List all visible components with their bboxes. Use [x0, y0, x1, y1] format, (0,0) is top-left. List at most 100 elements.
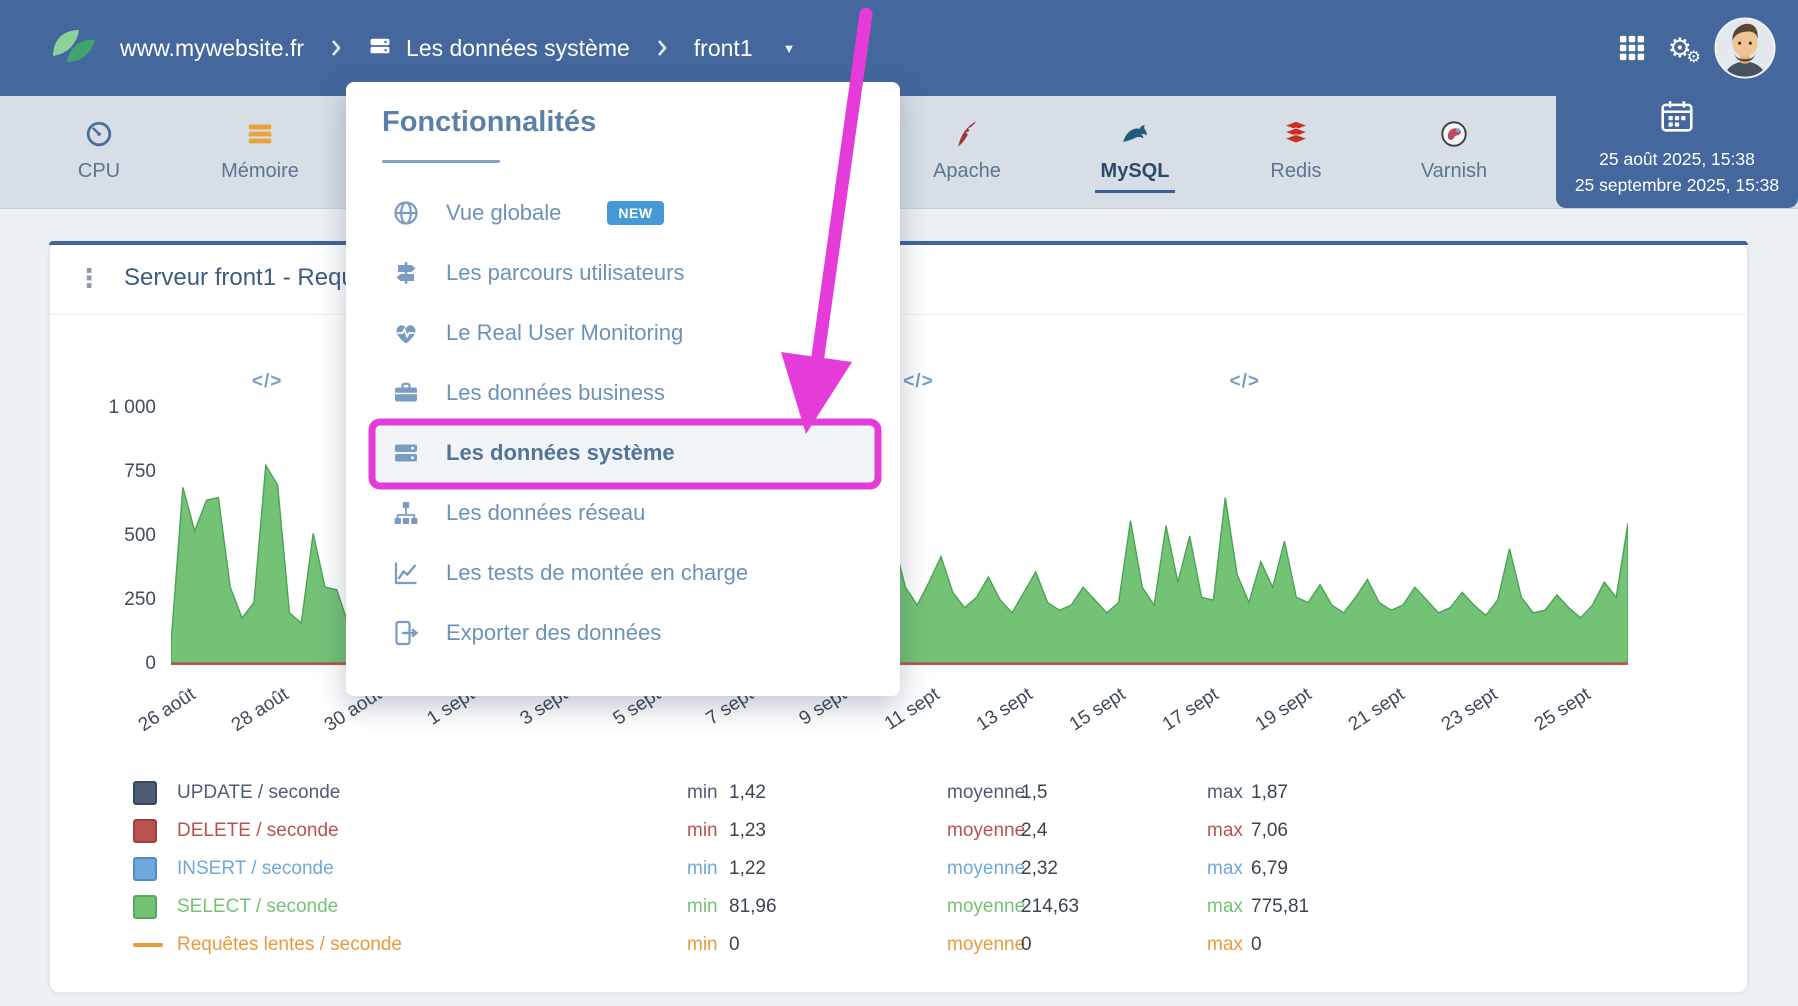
tab-varnish[interactable]: Varnish: [1389, 116, 1519, 191]
menu-item-label: Les données réseau: [446, 500, 646, 525]
x-tick-label: 28 août: [227, 683, 293, 736]
memory-icon: [245, 116, 275, 152]
briefcase-icon: [392, 379, 420, 407]
legend-row-insert[interactable]: INSERT / seconde min 1,22 moyenne 2,32 m…: [133, 850, 1707, 888]
legend-min-value: 81,96: [729, 896, 777, 917]
brand-leaf-logo[interactable]: [50, 25, 98, 72]
menu-item-label: Exporter des données: [446, 620, 662, 645]
x-tick-label: 19 sept: [1251, 683, 1316, 736]
period-start: 25 août 2025, 15:38: [1599, 149, 1755, 169]
legend-swatch: [133, 781, 157, 805]
breadcrumb-section-label: Les données système: [406, 34, 630, 61]
heart-pulse-icon: [392, 319, 420, 347]
dropdown-title: Fonctionnalités: [382, 106, 597, 138]
menu-item-label: Les données business: [446, 380, 665, 405]
breadcrumb-site[interactable]: www.mywebsite.fr: [120, 34, 305, 61]
caret-down-icon: ▼: [782, 40, 796, 56]
period-end: 25 septembre 2025, 15:38: [1574, 175, 1780, 195]
y-tick-label: 1 000: [108, 397, 156, 418]
legend-swatch: [133, 895, 157, 919]
x-tick-label: 23 sept: [1437, 683, 1502, 736]
chart-annotations: </> </> </>: [50, 242, 1747, 992]
calendar-icon: [1659, 98, 1695, 139]
legend-max-value: 1,87: [1251, 782, 1288, 803]
code-annotation-icon[interactable]: </>: [1229, 371, 1261, 392]
menu-item-vue-globale[interactable]: Vue globale NEW: [370, 183, 876, 243]
menu-item-donnees-reseau[interactable]: Les données réseau: [370, 483, 876, 543]
legend-avg-label: moyenne: [947, 858, 1026, 879]
legend-min-value: 1,23: [729, 820, 766, 841]
redis-icon: [1281, 116, 1311, 152]
tab-apache[interactable]: Apache: [902, 116, 1032, 191]
legend-min-label: min: [687, 896, 718, 917]
menu-item-label: Les données système: [446, 440, 675, 465]
legend-avg-label: moyenne: [947, 896, 1026, 917]
server-stack-icon: [368, 34, 392, 63]
menu-item-tests-montee-en-charge[interactable]: Les tests de montée en charge: [370, 543, 876, 603]
legend-max-value: 6,79: [1251, 858, 1288, 879]
chevron-right-icon: [656, 39, 668, 57]
breadcrumb-section[interactable]: Les données système: [368, 34, 630, 63]
legend-avg-value: 2,4: [1021, 820, 1048, 841]
menu-item-real-user-monitoring[interactable]: Le Real User Monitoring: [370, 303, 876, 363]
menu-item-exporter-donnees[interactable]: Exporter des données: [370, 603, 876, 663]
mysql-dolphin-icon: [1120, 116, 1150, 152]
legend-label: DELETE / seconde: [177, 820, 339, 841]
menu-item-label: Les parcours utilisateurs: [446, 260, 685, 285]
legend-swatch: [133, 819, 157, 843]
server-selector[interactable]: front1 ▼: [694, 35, 796, 62]
legend-min-label: min: [687, 934, 718, 955]
y-tick-label: 250: [124, 589, 156, 610]
legend-row-delete[interactable]: DELETE / seconde min 1,23 moyenne 2,4 ma…: [133, 812, 1707, 850]
navbar-actions: ⚙ ⚙: [1618, 0, 1776, 96]
legend-min-value: 1,42: [729, 782, 766, 803]
export-icon: [392, 619, 420, 647]
cpu-gauge-icon: [84, 116, 114, 152]
legend-min-label: min: [687, 782, 718, 803]
menu-item-parcours-utilisateurs[interactable]: Les parcours utilisateurs: [370, 243, 876, 303]
menu-item-donnees-business[interactable]: Les données business: [370, 363, 876, 423]
code-annotation-icon[interactable]: </>: [903, 371, 934, 392]
legend-swatch: [133, 857, 157, 881]
legend-row-select[interactable]: SELECT / seconde min 81,96 moyenne 214,6…: [133, 888, 1707, 926]
chart-y-axis: 0 250 500 750 1 000: [50, 242, 156, 992]
top-navbar: www.mywebsite.fr Les données système fro…: [0, 0, 1798, 96]
legend-row-update[interactable]: UPDATE / seconde min 1,42 moyenne 1,5 ma…: [133, 774, 1707, 812]
legend-max-value: 0: [1251, 934, 1262, 955]
tab-mysql[interactable]: MySQL: [1070, 116, 1200, 193]
chevron-right-icon: [330, 39, 342, 57]
gear-small-icon: ⚙: [1686, 48, 1701, 66]
features-dropdown: Fonctionnalités Vue globale NEW Les parc…: [346, 82, 900, 696]
legend-label: SELECT / seconde: [177, 896, 339, 917]
legend-avg-value: 0: [1021, 934, 1032, 955]
legend-max-label: max: [1207, 820, 1243, 841]
menu-item-donnees-systeme[interactable]: Les données système: [370, 423, 876, 483]
legend-avg-value: 1,5: [1021, 782, 1048, 803]
legend-max-label: max: [1207, 858, 1243, 879]
legend-max-value: 7,06: [1251, 820, 1288, 841]
tab-memoire[interactable]: Mémoire: [195, 116, 325, 191]
user-avatar[interactable]: [1714, 17, 1776, 79]
settings-button[interactable]: ⚙ ⚙: [1668, 34, 1701, 65]
legend-min-label: min: [687, 820, 718, 841]
kebab-menu-icon[interactable]: ⋮: [76, 263, 102, 293]
legend-avg-value: 2,32: [1021, 858, 1058, 879]
server-icon: [392, 439, 420, 467]
tab-cpu[interactable]: CPU: [34, 116, 164, 191]
apache-feather-icon: [952, 116, 982, 152]
load-test-icon: [392, 559, 420, 587]
legend-label: INSERT / seconde: [177, 858, 334, 879]
legend-row-slow-queries[interactable]: Requêtes lentes / seconde min 0 moyenne …: [133, 926, 1707, 964]
apps-grid-button[interactable]: [1618, 34, 1646, 62]
dropdown-menu-list: Vue globale NEW Les parcours utilisateur…: [346, 183, 900, 663]
menu-item-label: Le Real User Monitoring: [446, 320, 684, 345]
varnish-icon: [1439, 116, 1469, 152]
dropdown-title-divider: [382, 160, 500, 163]
tab-redis[interactable]: Redis: [1231, 116, 1361, 191]
network-icon: [392, 499, 420, 527]
new-badge: NEW: [607, 201, 664, 225]
code-annotation-icon[interactable]: </>: [251, 371, 283, 392]
legend-avg-label: moyenne: [947, 934, 1026, 955]
server-selector-label: front1: [693, 34, 753, 61]
legend-avg-label: moyenne: [947, 782, 1026, 803]
